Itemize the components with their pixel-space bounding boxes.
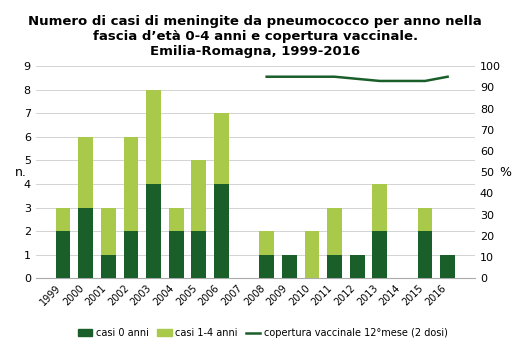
Bar (101, 255, 116, 278)
Bar (259, 231, 274, 255)
Bar (372, 184, 387, 231)
Legend: casi 0 anni, casi 1-4 anni, copertura vaccinale 12°mese (2 dosi): casi 0 anni, casi 1-4 anni, copertura va… (74, 324, 452, 342)
Bar (418, 208, 432, 231)
Y-axis label: %: % (499, 166, 511, 179)
Bar (305, 231, 319, 278)
Bar (78, 137, 93, 208)
Bar (56, 208, 70, 231)
Bar (259, 255, 274, 278)
Bar (78, 208, 93, 278)
Bar (146, 90, 161, 184)
Bar (124, 231, 138, 278)
Title: Numero di casi di meningite da pneumococco per anno nella
fascia d’età 0-4 anni : Numero di casi di meningite da pneumococ… (28, 15, 482, 58)
Bar (56, 231, 70, 278)
Bar (191, 160, 206, 231)
Bar (169, 208, 184, 231)
Bar (327, 255, 342, 278)
Bar (146, 184, 161, 278)
Bar (282, 255, 297, 278)
Bar (214, 113, 229, 184)
Bar (440, 255, 455, 278)
Y-axis label: n.: n. (15, 166, 27, 179)
Bar (169, 231, 184, 278)
Bar (327, 208, 342, 255)
Bar (101, 208, 116, 255)
Bar (124, 137, 138, 231)
Bar (350, 255, 365, 278)
Bar (214, 184, 229, 278)
Bar (372, 231, 387, 278)
Bar (418, 231, 432, 278)
Bar (191, 231, 206, 278)
